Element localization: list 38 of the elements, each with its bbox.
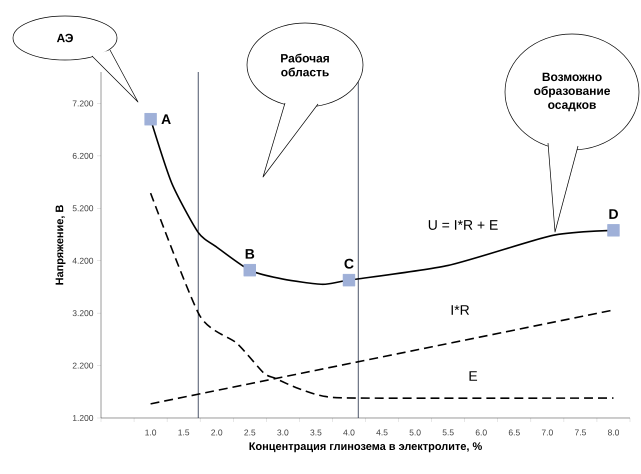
annotation: E bbox=[469, 371, 478, 381]
annotation: Рабочая область bbox=[281, 54, 329, 76]
point bbox=[607, 224, 620, 237]
x-tick-label: 3.5 bbox=[310, 429, 322, 436]
point bbox=[144, 112, 157, 126]
text: АЭ bbox=[56, 34, 73, 42]
x-tick-label: 2.5 bbox=[244, 429, 256, 436]
point bbox=[244, 264, 256, 276]
annotation: A bbox=[161, 114, 171, 124]
x-tick-label: 1.5 bbox=[178, 429, 190, 436]
y-tick-label: 5.200 bbox=[72, 205, 94, 212]
x-tick-label: 5.0 bbox=[410, 429, 421, 436]
annotation: U = I*R + E bbox=[428, 220, 498, 230]
annotation: C bbox=[344, 258, 354, 269]
x-tick-label: 1.0 bbox=[145, 429, 156, 436]
y-tick-label: 4.200 bbox=[72, 258, 94, 264]
x-tick-label: 4.0 bbox=[343, 429, 355, 436]
x-tick-label: 2.0 bbox=[211, 429, 222, 436]
x-tick-label: 5.5 bbox=[442, 429, 454, 436]
x-tick-label: 8.0 bbox=[608, 429, 620, 436]
annotation: Возможно образование осадков bbox=[534, 72, 610, 112]
annotation: D bbox=[609, 209, 618, 219]
y-axis-title: Напряжение, В bbox=[56, 205, 66, 285]
annotation: B bbox=[246, 249, 254, 259]
x-tick-label: 3.0 bbox=[277, 429, 288, 436]
point bbox=[342, 274, 356, 286]
x-tick-label: 4.5 bbox=[376, 429, 388, 436]
y-tick-label: 7.200 bbox=[72, 100, 94, 106]
x-tick-label: 6.5 bbox=[508, 429, 520, 436]
x-axis-title: Концентрация глинозема в электролите, % bbox=[250, 442, 482, 452]
y-tick-label: 1.200 bbox=[72, 415, 94, 421]
y-tick-label: 2.200 bbox=[72, 362, 94, 369]
x-tick-label: 7.0 bbox=[542, 429, 553, 436]
annotation: I*R bbox=[452, 305, 470, 315]
y-tick-label: 6.200 bbox=[72, 152, 94, 159]
x-tick-label: 6.0 bbox=[476, 429, 487, 436]
x-tick-label: 7.5 bbox=[574, 429, 586, 436]
y-tick-label: 3.200 bbox=[72, 310, 94, 316]
